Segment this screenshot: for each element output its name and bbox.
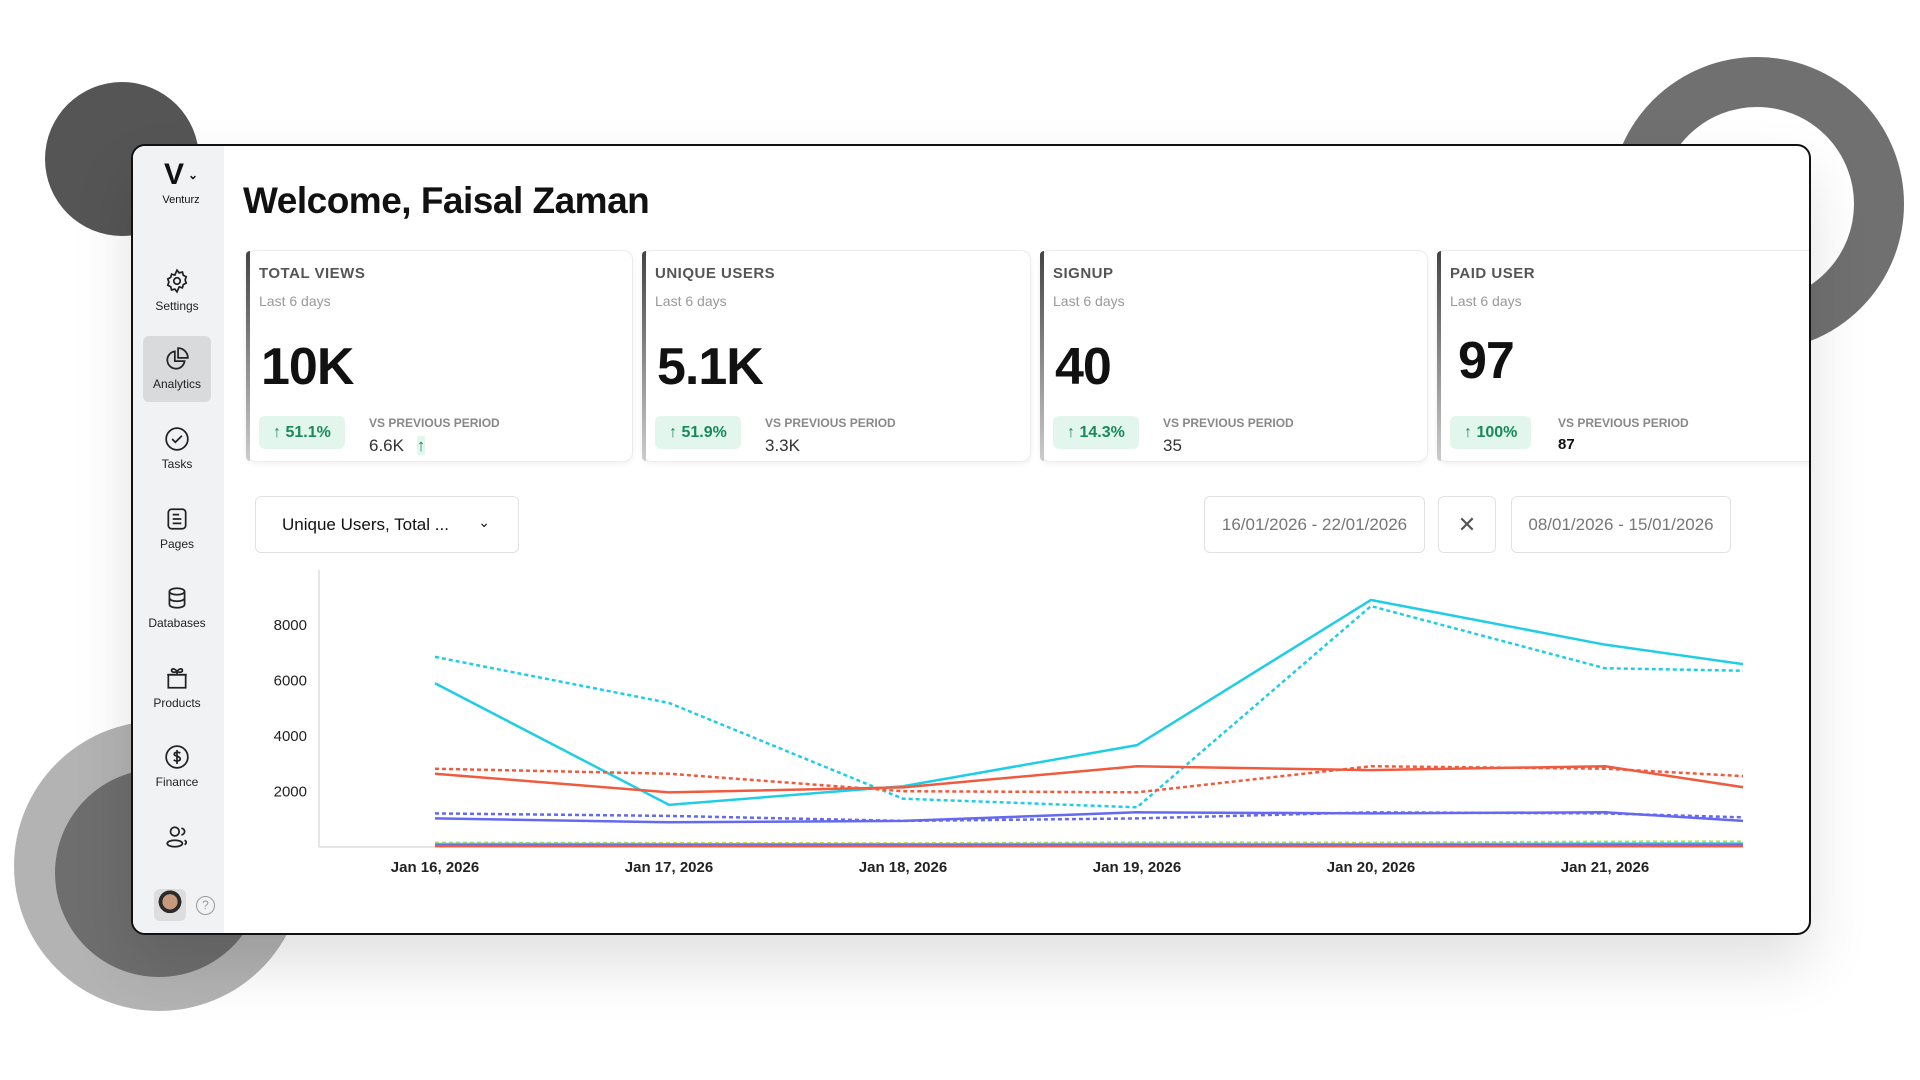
dollar-circle-icon bbox=[165, 745, 189, 769]
stat-card-paid-user: PAID USER Last 6 days 97 ↑ 100% VS PREVI… bbox=[1437, 250, 1809, 462]
clear-compare-button[interactable]: ✕ bbox=[1438, 496, 1496, 553]
card-value: 40 bbox=[1055, 338, 1112, 396]
series-line-5 bbox=[434, 811, 1743, 823]
card-subtitle: Last 6 days bbox=[259, 293, 331, 309]
sidebar-item-users[interactable] bbox=[143, 814, 211, 858]
vs-value: 35 bbox=[1163, 436, 1182, 455]
sidebar-item-label: Pages bbox=[159, 537, 195, 551]
x-tick-label: Jan 18, 2026 bbox=[859, 859, 947, 876]
stat-card-signup: SIGNUP Last 6 days 40 ↑ 14.3% VS PREVIOU… bbox=[1040, 250, 1428, 462]
y-tick-label: 8000 bbox=[274, 617, 307, 634]
check-circle-icon bbox=[165, 427, 189, 451]
metric-select-value: Unique Users, Total ... bbox=[282, 515, 449, 534]
chevron-down-icon: ⌄ bbox=[478, 514, 490, 530]
series-line-0 bbox=[434, 598, 1743, 807]
card-value: 97 bbox=[1458, 332, 1515, 390]
card-value: 10K bbox=[261, 338, 354, 396]
card-title: UNIQUE USERS bbox=[655, 265, 776, 282]
vs-value: 87 bbox=[1558, 436, 1575, 453]
vs-value-text: 6.6K bbox=[369, 436, 404, 455]
sidebar-item-analytics[interactable]: Analytics bbox=[143, 336, 211, 402]
series-line-2 bbox=[434, 764, 1743, 794]
vs-value: 6.6K ↑ bbox=[369, 436, 426, 456]
change-badge: ↑ 14.3% bbox=[1053, 416, 1139, 449]
y-tick-label: 6000 bbox=[274, 672, 307, 689]
chevron-down-icon: ⌄ bbox=[187, 168, 199, 182]
sidebar-item-label: Databases bbox=[148, 616, 206, 630]
logo-v-icon: V ⌄ bbox=[163, 158, 199, 191]
change-badge: ↑ 100% bbox=[1450, 416, 1532, 449]
metric-select[interactable]: Unique Users, Total ... ⌄ bbox=[255, 496, 519, 553]
brand-name: Venturz bbox=[162, 194, 200, 206]
sidebar-item-label: Analytics bbox=[152, 377, 202, 391]
card-subtitle: Last 6 days bbox=[1053, 293, 1125, 309]
y-tick-label: 2000 bbox=[274, 783, 307, 800]
stat-card-total-views: TOTAL VIEWS Last 6 days 10K ↑ 51.1% VS P… bbox=[246, 250, 633, 462]
vs-value: 3.3K bbox=[765, 436, 800, 455]
vs-label: VS PREVIOUS PERIOD bbox=[765, 416, 896, 430]
card-subtitle: Last 6 days bbox=[1450, 293, 1522, 309]
x-tick-label: Jan 21, 2026 bbox=[1561, 859, 1649, 876]
sidebar-item-tasks[interactable]: Tasks bbox=[143, 416, 211, 482]
app-window: V ⌄ Venturz Settings Analytics Tasks Page… bbox=[131, 144, 1811, 935]
sidebar-item-products[interactable]: Products bbox=[143, 655, 211, 721]
help-icon[interactable]: ? bbox=[196, 896, 215, 915]
arrow-up-icon: ↑ bbox=[416, 436, 426, 455]
y-tick-label: 4000 bbox=[274, 728, 307, 745]
compare-date-range[interactable]: 08/01/2026 - 15/01/2026 bbox=[1511, 496, 1731, 553]
sidebar-item-label: Products bbox=[153, 696, 201, 710]
card-title: SIGNUP bbox=[1053, 265, 1114, 282]
sidebar-item-label: Settings bbox=[155, 299, 199, 313]
sidebar-item-pages[interactable]: Pages bbox=[143, 496, 211, 562]
sidebar-item-label: Finance bbox=[155, 775, 199, 789]
avatar[interactable] bbox=[154, 889, 186, 921]
sidebar-item-settings[interactable]: Settings bbox=[143, 258, 211, 324]
x-tick-label: Jan 20, 2026 bbox=[1327, 859, 1415, 876]
sidebar: V ⌄ Venturz Settings Analytics Tasks Page… bbox=[133, 146, 224, 933]
stat-card-unique-users: UNIQUE USERS Last 6 days 5.1K ↑ 51.9% VS… bbox=[642, 250, 1031, 462]
sidebar-item-databases[interactable]: Databases bbox=[143, 575, 211, 641]
line-chart: 2000 4000 6000 8000 Jan 16, 2026 Jan 17, 2026… bbox=[274, 570, 1743, 876]
gear-icon bbox=[166, 268, 188, 294]
database-icon bbox=[168, 587, 186, 609]
current-date-range[interactable]: 16/01/2026 - 22/01/2026 bbox=[1204, 496, 1425, 553]
brand-logo[interactable]: V ⌄ Venturz bbox=[151, 158, 211, 207]
card-title: TOTAL VIEWS bbox=[259, 265, 366, 282]
page-title: Welcome, Faisal Zaman bbox=[243, 180, 650, 221]
series-line-3 bbox=[434, 764, 1743, 794]
document-icon bbox=[167, 508, 187, 530]
pie-chart-icon bbox=[166, 347, 189, 370]
card-subtitle: Last 6 days bbox=[655, 293, 727, 309]
change-badge: ↑ 51.1% bbox=[259, 416, 345, 449]
vs-label: VS PREVIOUS PERIOD bbox=[1163, 416, 1294, 430]
change-badge: ↑ 51.9% bbox=[655, 416, 741, 449]
card-title: PAID USER bbox=[1450, 265, 1536, 282]
sidebar-item-label: Tasks bbox=[161, 457, 193, 471]
card-value: 5.1K bbox=[657, 338, 764, 396]
x-tick-label: Jan 19, 2026 bbox=[1093, 859, 1181, 876]
x-tick-label: Jan 17, 2026 bbox=[625, 859, 713, 876]
gift-icon bbox=[167, 668, 187, 689]
users-icon bbox=[166, 826, 188, 848]
series-line-1 bbox=[434, 604, 1743, 809]
x-tick-label: Jan 16, 2026 bbox=[391, 859, 479, 876]
sidebar-item-finance[interactable]: Finance bbox=[143, 734, 211, 800]
vs-label: VS PREVIOUS PERIOD bbox=[1558, 416, 1689, 430]
vs-label: VS PREVIOUS PERIOD bbox=[369, 416, 500, 430]
